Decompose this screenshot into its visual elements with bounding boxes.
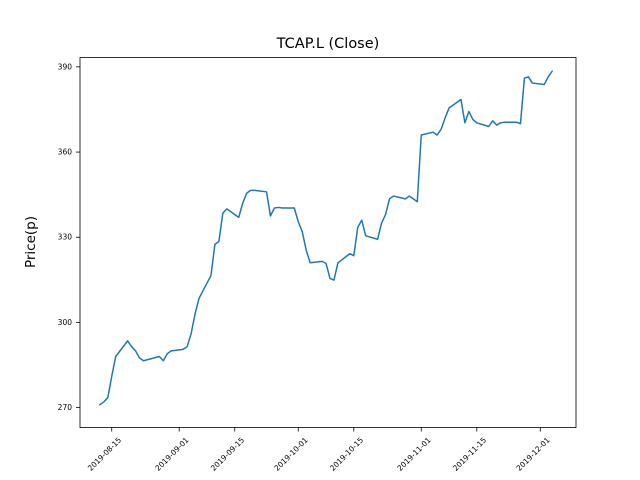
x-tick-label: 2019-09-01 (153, 435, 190, 472)
y-tick-label: 330 (58, 233, 73, 242)
x-tick-label: 2019-09-15 (209, 435, 246, 472)
chart-title: TCAP.L (Close) (276, 36, 380, 52)
x-tick-label: 2019-10-15 (328, 435, 365, 472)
y-tick-label: 390 (58, 62, 73, 71)
x-tick-label: 2019-11-15 (451, 435, 488, 472)
y-tick-label: 270 (58, 403, 73, 412)
x-tick-label: 2019-10-01 (272, 435, 309, 472)
x-tick-label: 2019-08-15 (86, 435, 123, 472)
x-tick-label: 2019-11-01 (395, 435, 432, 472)
price-line (99, 70, 553, 406)
plot-border (79, 57, 577, 428)
y-tick-label: 360 (58, 148, 73, 157)
y-tick-label: 300 (58, 318, 73, 327)
x-tick-label: 2019-12-01 (515, 435, 552, 472)
